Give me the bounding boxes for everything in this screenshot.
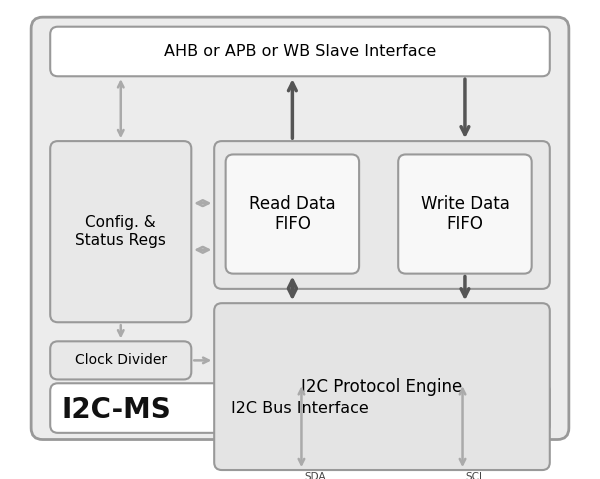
Text: SDA: SDA <box>304 472 326 479</box>
FancyBboxPatch shape <box>50 27 550 76</box>
Text: AHB or APB or WB Slave Interface: AHB or APB or WB Slave Interface <box>164 44 436 59</box>
Text: Write Data
FIFO: Write Data FIFO <box>421 194 509 233</box>
FancyBboxPatch shape <box>50 141 191 322</box>
Text: Clock Divider: Clock Divider <box>74 354 167 367</box>
FancyBboxPatch shape <box>50 383 550 433</box>
FancyBboxPatch shape <box>214 141 550 289</box>
FancyBboxPatch shape <box>214 303 550 470</box>
FancyBboxPatch shape <box>50 342 191 379</box>
Text: Config. &
Status Regs: Config. & Status Regs <box>76 216 166 248</box>
FancyBboxPatch shape <box>31 17 569 440</box>
Text: SCL: SCL <box>466 472 485 479</box>
Text: I2C Protocol Engine: I2C Protocol Engine <box>301 377 463 396</box>
Text: Read Data
FIFO: Read Data FIFO <box>249 194 335 233</box>
FancyBboxPatch shape <box>226 154 359 274</box>
Text: I2C-MS: I2C-MS <box>62 396 172 424</box>
FancyBboxPatch shape <box>398 154 532 274</box>
Text: I2C Bus Interface: I2C Bus Interface <box>231 400 369 416</box>
